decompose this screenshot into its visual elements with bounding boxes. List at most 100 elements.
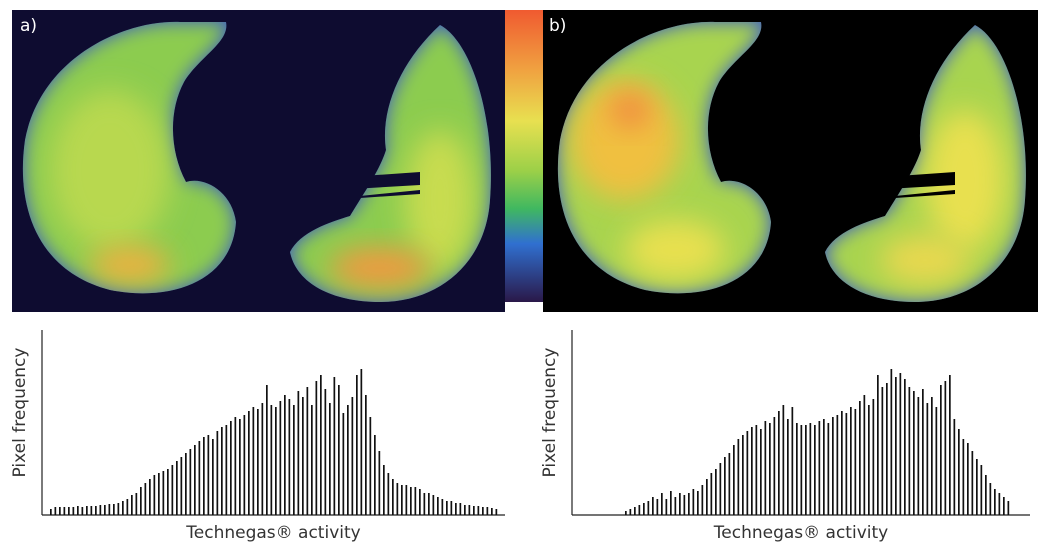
bar <box>913 391 915 515</box>
bar <box>643 503 645 515</box>
bar <box>455 503 457 515</box>
bar <box>351 397 354 515</box>
bar <box>710 473 713 515</box>
bar <box>162 471 165 515</box>
bar <box>980 465 983 515</box>
bar <box>706 479 708 515</box>
bar <box>818 421 821 515</box>
bar <box>629 509 632 515</box>
bar <box>895 377 897 515</box>
bar <box>881 387 884 515</box>
bar <box>216 431 219 515</box>
bar <box>746 431 749 515</box>
bar <box>823 419 825 515</box>
x-axis-label: Technegas® activity <box>713 523 888 543</box>
bar <box>311 405 313 515</box>
bar <box>432 495 435 515</box>
bar <box>324 389 327 515</box>
bar <box>805 425 807 515</box>
bar <box>158 473 160 515</box>
bar <box>464 505 466 515</box>
bar <box>877 375 879 515</box>
bar <box>625 511 627 515</box>
bar <box>446 501 448 515</box>
bar <box>665 499 668 515</box>
bar <box>86 506 88 515</box>
bar <box>994 489 996 515</box>
bar <box>365 395 367 515</box>
bar <box>827 423 830 515</box>
bar <box>809 423 812 515</box>
bar <box>122 501 124 515</box>
bar <box>477 506 480 515</box>
bar <box>392 479 394 515</box>
bar <box>832 417 834 515</box>
bar <box>1007 501 1010 515</box>
bar <box>495 509 498 515</box>
bar <box>482 507 484 515</box>
bar <box>940 385 942 515</box>
bar <box>778 411 780 515</box>
bar <box>769 423 771 515</box>
bar <box>248 411 250 515</box>
bar <box>773 417 776 515</box>
bar <box>176 461 178 515</box>
bar <box>95 506 97 515</box>
bar <box>441 499 444 515</box>
bar <box>131 495 133 515</box>
bar <box>171 465 174 515</box>
bar <box>958 429 960 515</box>
bar <box>742 435 744 515</box>
bar <box>459 503 462 515</box>
bar <box>683 495 686 515</box>
bar <box>922 389 924 515</box>
bar <box>401 485 403 515</box>
bar <box>378 451 381 515</box>
bar <box>868 405 870 515</box>
bar <box>153 475 156 515</box>
bar <box>329 403 331 515</box>
bar <box>652 497 654 515</box>
bar <box>360 369 363 515</box>
bar <box>396 483 399 515</box>
bar <box>167 469 169 515</box>
bar <box>369 417 372 515</box>
bar <box>203 437 205 515</box>
bar <box>275 407 277 515</box>
bar <box>670 491 672 515</box>
bar <box>77 506 79 515</box>
bar <box>59 507 61 515</box>
bar <box>908 387 911 515</box>
bar <box>374 435 376 515</box>
bar <box>935 407 938 515</box>
bar <box>243 415 246 515</box>
bar <box>320 375 322 515</box>
bar <box>728 453 731 515</box>
bar <box>279 401 282 515</box>
bar <box>221 427 223 515</box>
bar <box>967 443 969 515</box>
bar <box>54 507 57 515</box>
bar <box>72 507 75 515</box>
bar <box>719 463 722 515</box>
bar <box>886 383 888 515</box>
bar <box>302 397 304 515</box>
bar <box>180 457 183 515</box>
bar <box>791 407 794 515</box>
bar <box>692 489 695 515</box>
bar <box>845 413 848 515</box>
bar <box>117 503 120 515</box>
bar <box>140 487 142 515</box>
y-axis-label: Pixel frequency <box>10 348 30 478</box>
bar <box>257 409 259 515</box>
bar <box>701 485 704 515</box>
bar <box>733 445 735 515</box>
bar <box>998 493 1001 515</box>
bar <box>293 405 295 515</box>
bar <box>225 425 228 515</box>
bar <box>962 439 965 515</box>
bar <box>113 504 115 515</box>
bar <box>931 397 933 515</box>
bar <box>647 501 650 515</box>
